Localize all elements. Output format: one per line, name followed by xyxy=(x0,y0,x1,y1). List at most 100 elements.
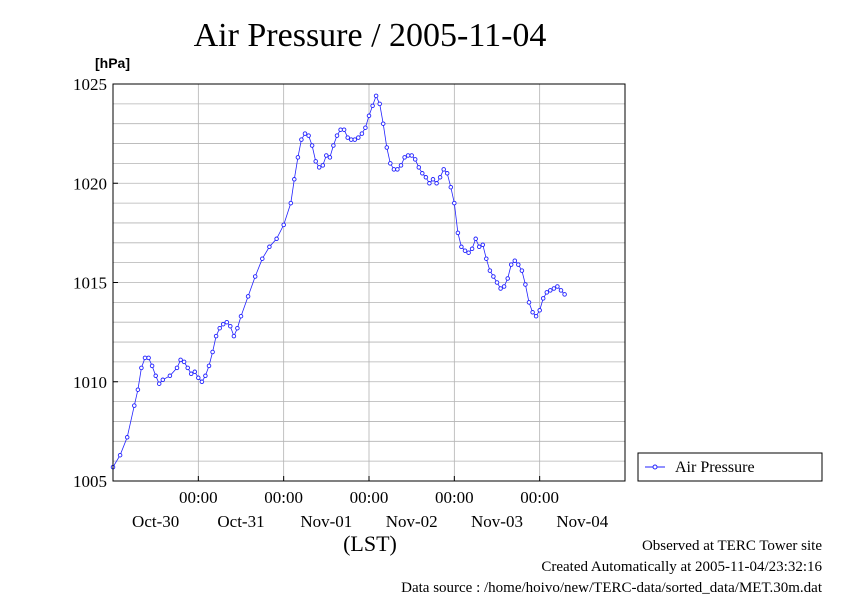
data-point xyxy=(533,313,539,319)
chart-title: Air Pressure / 2005-11-04 xyxy=(194,17,547,54)
data-point xyxy=(416,165,422,170)
data-point xyxy=(427,181,432,186)
data-point xyxy=(160,377,166,383)
data-point xyxy=(149,363,155,369)
y-axis-unit-label: [hPa] xyxy=(95,55,130,71)
data-point xyxy=(288,200,294,206)
series-air-pressure xyxy=(110,93,567,470)
data-point xyxy=(373,93,379,99)
data-point xyxy=(231,333,237,339)
data-point xyxy=(356,135,361,140)
data-point xyxy=(452,200,457,206)
data-point xyxy=(402,155,407,160)
data-point xyxy=(348,137,354,142)
plot-area-frame xyxy=(112,83,626,482)
data-point xyxy=(224,319,230,325)
y-tick-label: 1020 xyxy=(73,174,107,193)
data-point xyxy=(380,121,386,126)
data-point xyxy=(359,131,365,136)
data-point xyxy=(302,131,308,136)
data-point xyxy=(331,143,336,148)
footer-site: Observed at TERC Tower site xyxy=(642,538,822,554)
data-point xyxy=(260,256,265,261)
data-point xyxy=(196,375,201,381)
data-point xyxy=(412,157,418,162)
data-point xyxy=(146,355,151,361)
footer-source: Data source : /home/hoivo/new/TERC-data/… xyxy=(401,580,823,595)
data-point xyxy=(124,435,130,440)
data-point xyxy=(292,177,297,182)
data-point xyxy=(281,222,286,228)
data-point xyxy=(295,155,301,160)
data-point xyxy=(516,262,521,267)
y-tick-label: 1015 xyxy=(73,274,107,293)
data-point xyxy=(156,381,162,386)
data-point xyxy=(384,145,390,150)
data-point xyxy=(462,248,468,253)
data-point xyxy=(444,171,450,176)
data-point xyxy=(544,290,550,295)
data-point xyxy=(167,373,173,379)
data-point xyxy=(327,155,333,160)
data-point xyxy=(299,137,304,142)
x-tick-date-label: Nov-04 xyxy=(556,512,608,531)
data-point xyxy=(455,230,461,236)
data-point xyxy=(153,373,158,379)
data-point xyxy=(409,153,414,158)
data-point xyxy=(377,101,382,107)
data-point xyxy=(473,236,478,242)
data-point xyxy=(238,313,244,319)
data-point xyxy=(437,175,443,180)
data-point xyxy=(508,262,514,267)
data-point xyxy=(540,296,546,301)
data-point xyxy=(505,276,510,281)
data-point xyxy=(370,103,375,109)
y-tick-label: 1005 xyxy=(73,472,107,491)
data-point xyxy=(206,363,212,369)
footer-created: Created Automatically at 2005-11-04/23:3… xyxy=(541,559,822,575)
legend-label: Air Pressure xyxy=(675,459,755,476)
data-point xyxy=(363,125,368,130)
data-point xyxy=(313,159,318,164)
data-point xyxy=(388,161,393,166)
x-tick-time-label: 00:00 xyxy=(179,488,218,507)
x-tick-date-label: Oct-31 xyxy=(217,512,264,531)
data-point xyxy=(174,365,180,371)
data-point xyxy=(548,288,553,293)
data-point xyxy=(562,292,567,297)
data-point xyxy=(395,167,400,172)
data-point xyxy=(334,133,340,138)
data-point xyxy=(434,181,439,186)
data-point xyxy=(181,359,187,365)
x-axis-label: (LST) xyxy=(343,531,397,556)
data-point xyxy=(466,250,471,255)
data-point xyxy=(220,321,226,327)
data-point xyxy=(210,349,215,355)
x-tick-date-label: Oct-30 xyxy=(132,512,179,531)
y-axis-ticks: 1005 1010 1015 1020 1025 xyxy=(73,75,118,491)
data-point xyxy=(142,355,148,361)
data-point xyxy=(178,357,183,363)
data-point xyxy=(526,300,532,305)
y-tick-label: 1010 xyxy=(73,373,107,392)
data-point xyxy=(235,325,240,331)
data-point xyxy=(366,113,372,119)
data-point xyxy=(555,284,560,289)
data-point xyxy=(341,127,347,132)
data-point xyxy=(274,236,279,242)
data-point xyxy=(398,163,404,168)
x-tick-time-label: 00:00 xyxy=(435,488,474,507)
data-point xyxy=(132,403,137,408)
data-point xyxy=(320,163,326,168)
data-point xyxy=(267,244,272,250)
data-point xyxy=(484,256,489,261)
legend-marker-icon xyxy=(652,464,658,470)
data-point xyxy=(135,387,141,392)
data-point xyxy=(420,171,425,176)
data-point xyxy=(487,268,493,273)
data-point xyxy=(192,369,198,375)
data-point xyxy=(423,175,429,180)
data-point xyxy=(405,153,411,158)
data-point xyxy=(498,286,503,291)
